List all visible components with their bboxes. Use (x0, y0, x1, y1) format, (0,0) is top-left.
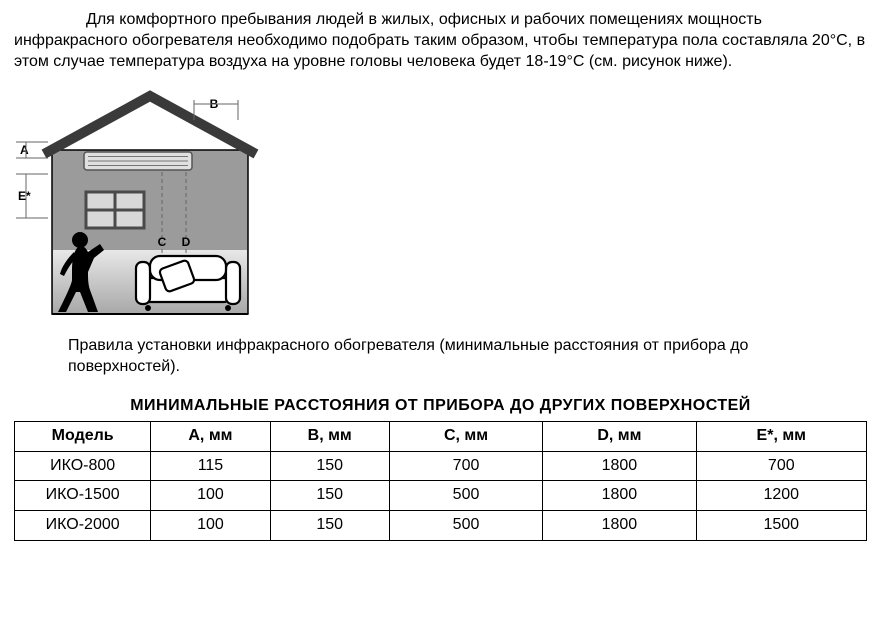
table-cell: 115 (151, 451, 270, 481)
table-header: D, мм (543, 421, 696, 451)
table-cell: 1800 (543, 511, 696, 541)
table-cell: 1500 (696, 511, 866, 541)
table-cell: 100 (151, 511, 270, 541)
table-cell: 500 (389, 511, 542, 541)
table-cell: 100 (151, 481, 270, 511)
table-header: C, мм (389, 421, 542, 451)
table-cell: 700 (389, 451, 542, 481)
diagram-caption: Правила установки инфракрасного обогрева… (68, 336, 848, 378)
table-header: A, мм (151, 421, 270, 451)
table-cell: 1200 (696, 481, 866, 511)
table-cell: ИКО-2000 (15, 511, 151, 541)
table-cell: 700 (696, 451, 866, 481)
table-header: E*, мм (696, 421, 866, 451)
svg-text:A: A (20, 143, 29, 157)
table-cell: 150 (270, 451, 389, 481)
svg-text:D: D (182, 235, 191, 249)
intro-paragraph: Для комфортного пребывания людей в жилых… (14, 10, 867, 72)
table-cell: ИКО-800 (15, 451, 151, 481)
table-header: B, мм (270, 421, 389, 451)
table-row: ИКО-200010015050018001500 (15, 511, 867, 541)
table-row: ИКО-150010015050018001200 (15, 481, 867, 511)
table-header: Модель (15, 421, 151, 451)
table-cell: 150 (270, 481, 389, 511)
table-cell: 1800 (543, 481, 696, 511)
table-cell: 1800 (543, 451, 696, 481)
table-title: МИНИМАЛЬНЫЕ РАССТОЯНИЯ ОТ ПРИБОРА ДО ДРУ… (14, 396, 867, 417)
table-cell: 500 (389, 481, 542, 511)
installation-diagram: BAE*CD (14, 90, 867, 322)
table-row: ИКО-8001151507001800700 (15, 451, 867, 481)
svg-text:E*: E* (18, 189, 31, 203)
distances-table: МодельA, ммB, ммC, ммD, ммE*, мм ИКО-800… (14, 421, 867, 541)
svg-text:C: C (158, 235, 167, 249)
table-cell: ИКО-1500 (15, 481, 151, 511)
table-cell: 150 (270, 511, 389, 541)
